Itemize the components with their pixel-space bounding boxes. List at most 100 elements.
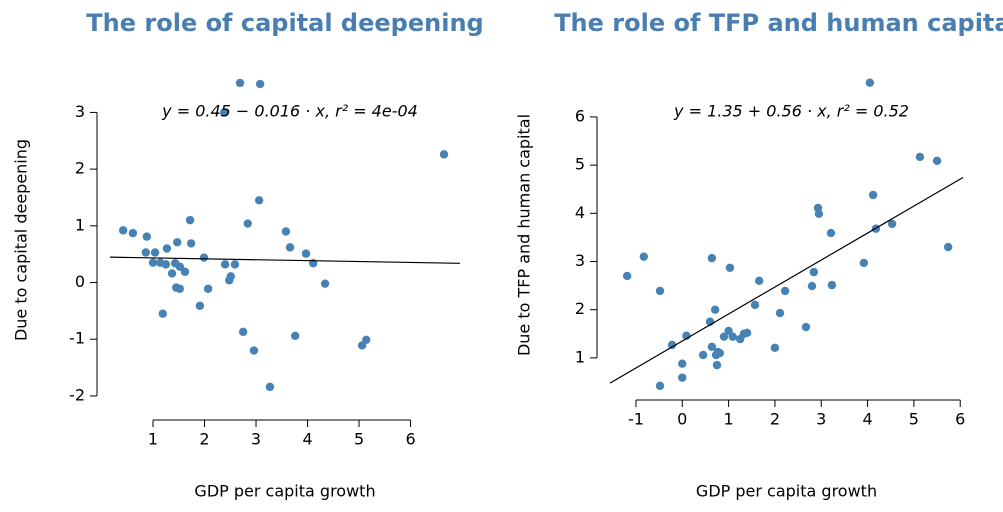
point [185,215,195,225]
point [220,260,230,269]
point [622,271,632,281]
point [750,300,760,310]
y-tick-label: 5 [575,155,585,174]
point [199,253,209,262]
point [167,269,177,278]
point [162,244,172,253]
point [698,350,708,360]
x-tick-label: 5 [909,410,919,429]
point [141,248,150,257]
x-tick-label: 1 [723,410,733,429]
x-tick-label: 2 [199,430,209,449]
point [195,301,205,310]
point [775,308,785,318]
point [865,78,875,87]
point [128,228,138,238]
point [238,327,248,337]
x-tick-label: 3 [251,430,261,449]
point [807,281,817,291]
y-tick-label: 2 [75,159,85,178]
point [142,232,152,241]
point [158,309,167,318]
point [678,373,687,382]
chart-title: The role of capital deepening [86,9,483,37]
point [249,346,259,355]
point [285,243,295,252]
point [439,150,449,159]
point [180,267,190,276]
y-tick-label: 1 [575,347,585,366]
point [932,156,942,165]
point [281,227,291,236]
point [814,209,824,218]
x-tick-label: 6 [405,430,415,449]
point [255,79,265,89]
fit-equation: y = 1.35 + 0.56 · x, r² = 0.52 [673,102,909,121]
point [219,108,229,117]
x-axis-label: GDP per capita growth [696,482,877,501]
point [827,280,837,290]
point [320,279,330,288]
fit-equation: y = 0.45 − 0.016 · x, r² = 4e-04 [161,102,418,121]
y-tick-label: -2 [69,385,85,404]
y-tick-label: 3 [75,102,85,121]
point [243,219,252,228]
point [678,359,687,368]
point [728,332,737,341]
x-tick-label: 5 [354,430,364,449]
point [707,342,717,352]
x-axis-label: GDP per capita growth [194,482,375,501]
point [707,253,717,263]
point [161,260,171,269]
point [826,228,836,238]
x-tick-label: 6 [955,410,965,429]
point [254,196,264,205]
x-tick-label: 4 [862,410,872,429]
point [639,252,649,261]
point [859,258,869,268]
point [290,331,300,341]
point [655,286,665,296]
point [150,248,160,257]
point [725,263,735,272]
point [118,226,128,235]
point [667,340,677,350]
point [710,305,720,314]
point [943,242,953,252]
point [203,284,213,293]
point [265,382,275,392]
y-tick-label: 2 [575,299,585,318]
y-tick-label: 3 [575,251,585,270]
point [770,343,780,352]
point [754,276,764,285]
point [148,258,158,267]
point [655,381,665,391]
point [915,152,925,162]
x-tick-label: 3 [816,410,826,429]
point [719,332,729,341]
regression-line [109,256,461,264]
point [362,335,371,344]
point [715,348,724,358]
point [742,328,752,338]
point [173,238,182,247]
y-tick-label: 0 [75,272,85,291]
point [175,262,184,271]
point [887,219,897,229]
regression-line [609,176,964,384]
point [235,78,245,88]
point [868,190,878,200]
y-tick-label: 6 [575,106,585,125]
x-tick-label: 1 [148,430,158,449]
x-tick-label: -1 [628,410,644,429]
x-tick-label: 2 [770,410,780,429]
point [186,239,196,248]
y-tick-label: 4 [575,203,585,222]
point [712,360,722,370]
point [801,322,811,332]
point [724,326,733,336]
y-axis-label: Due to TFP and human capital [515,114,534,356]
point [301,249,311,258]
chart-title: The role of TFP and human capital [554,9,1003,37]
